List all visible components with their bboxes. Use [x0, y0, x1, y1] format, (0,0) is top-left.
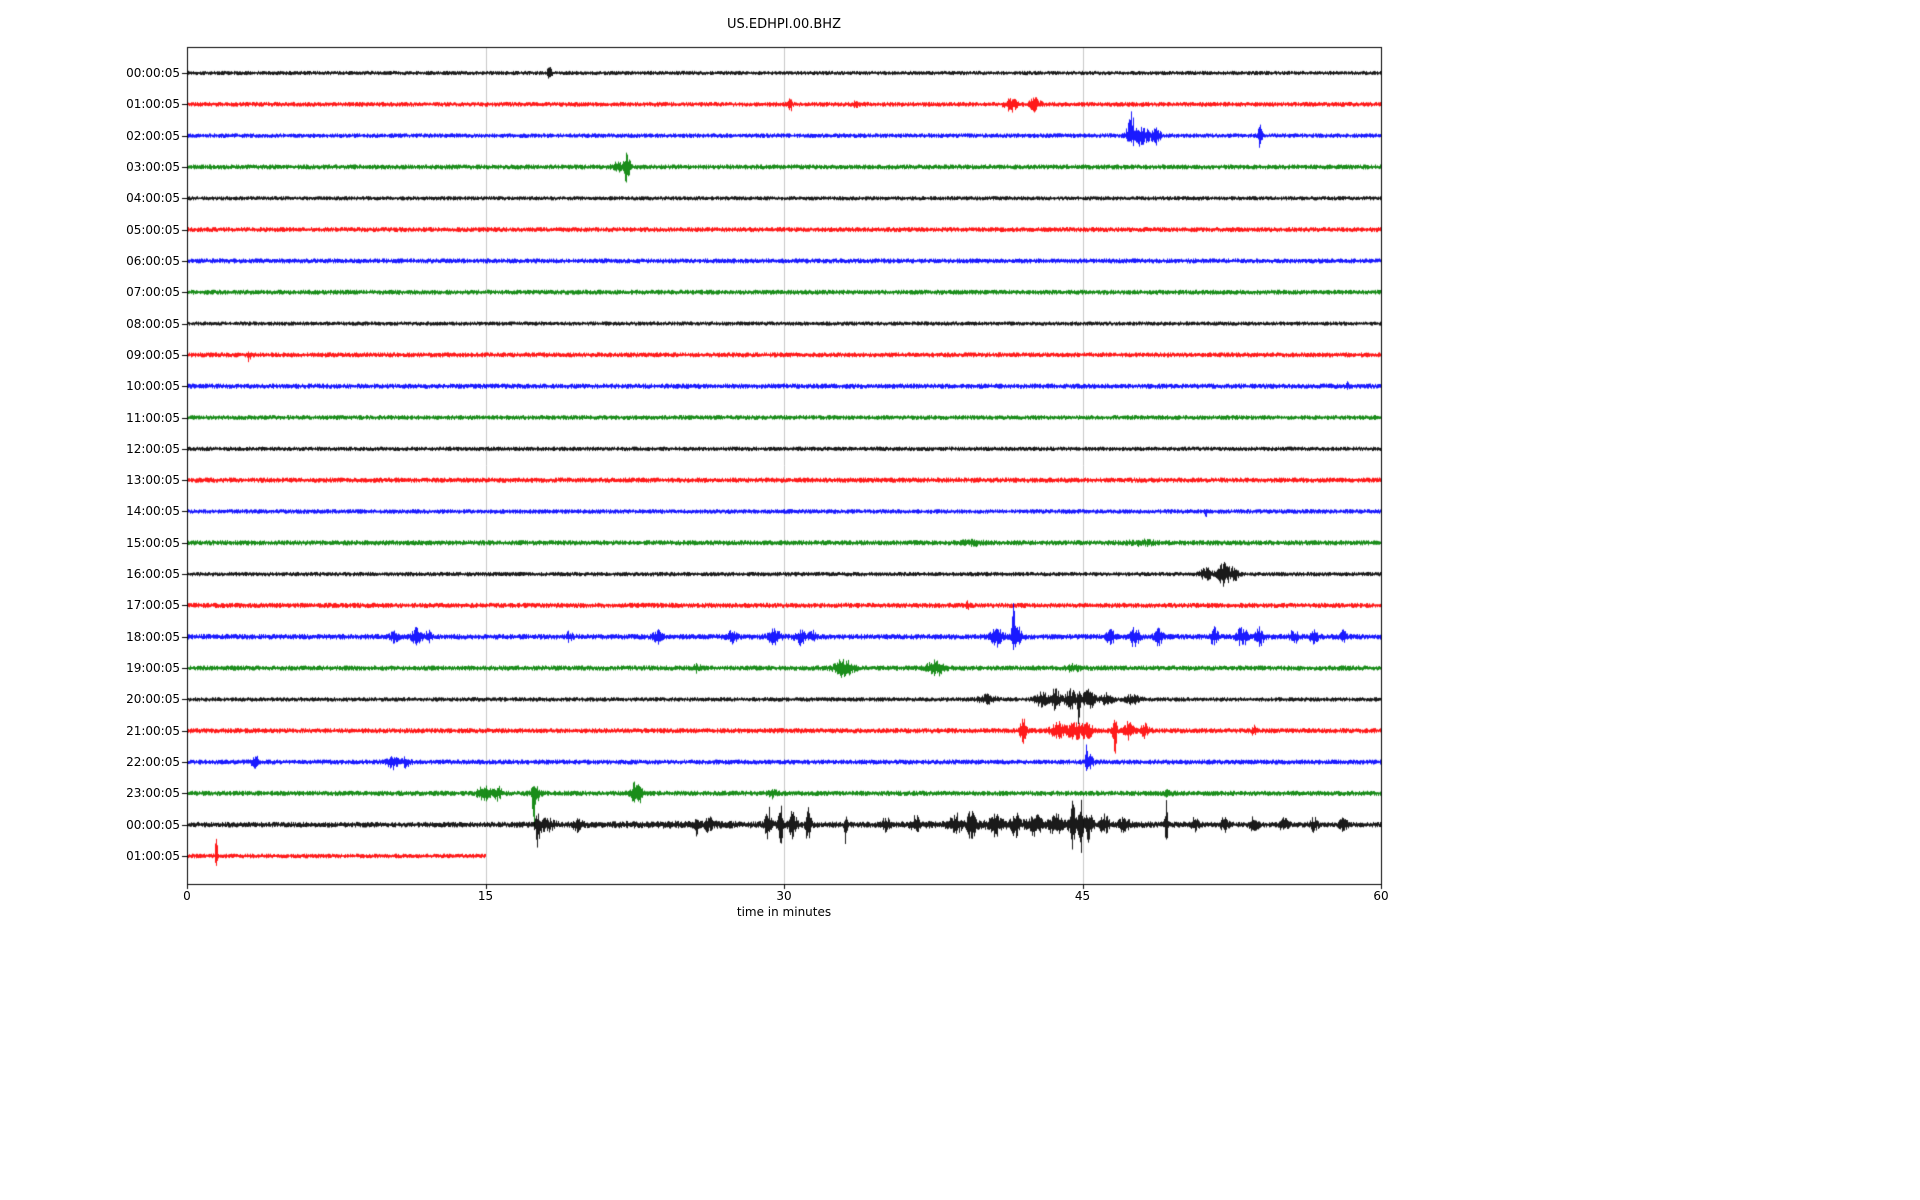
row-label: 21:00:05 [126, 723, 180, 738]
row-label: 01:00:05 [126, 97, 180, 112]
row-label: 11:00:05 [126, 410, 180, 425]
x-tick-label: 15 [477, 889, 494, 903]
row-label: 20:00:05 [126, 692, 180, 707]
x-tick-label: 30 [776, 889, 792, 903]
row-label: 09:00:05 [126, 347, 180, 362]
row-label: 02:00:05 [126, 128, 180, 143]
row-label: 08:00:05 [126, 316, 180, 331]
row-label: 13:00:05 [126, 473, 180, 488]
x-axis-label: time in minutes [736, 905, 832, 919]
row-label: 07:00:05 [126, 285, 180, 300]
row-label: 17:00:05 [126, 598, 180, 613]
row-label: 06:00:05 [126, 253, 180, 268]
row-label: 00:00:05 [126, 817, 180, 832]
row-label: 01:00:05 [126, 849, 180, 863]
row-label: 18:00:05 [126, 629, 180, 644]
row-label: 14:00:05 [126, 504, 180, 519]
row-label: 15:00:05 [126, 535, 180, 550]
row-label: 00:00:05 [126, 66, 180, 80]
row-label: 12:00:05 [126, 441, 180, 456]
row-label: 10:00:05 [126, 379, 180, 394]
row-label: 16:00:05 [126, 567, 180, 582]
row-label: 03:00:05 [126, 159, 180, 174]
x-tick-label: 60 [1373, 889, 1389, 903]
row-label: 04:00:05 [126, 191, 180, 206]
chart-title: US.EDHPI.00.BHZ [727, 17, 841, 32]
row-label: 05:00:05 [126, 222, 180, 237]
x-tick-label: 0 [183, 889, 191, 903]
row-label: 23:00:05 [126, 786, 180, 801]
row-label: 19:00:05 [126, 661, 180, 676]
row-label: 22:00:05 [126, 755, 180, 770]
x-tick-label: 45 [1074, 889, 1091, 903]
